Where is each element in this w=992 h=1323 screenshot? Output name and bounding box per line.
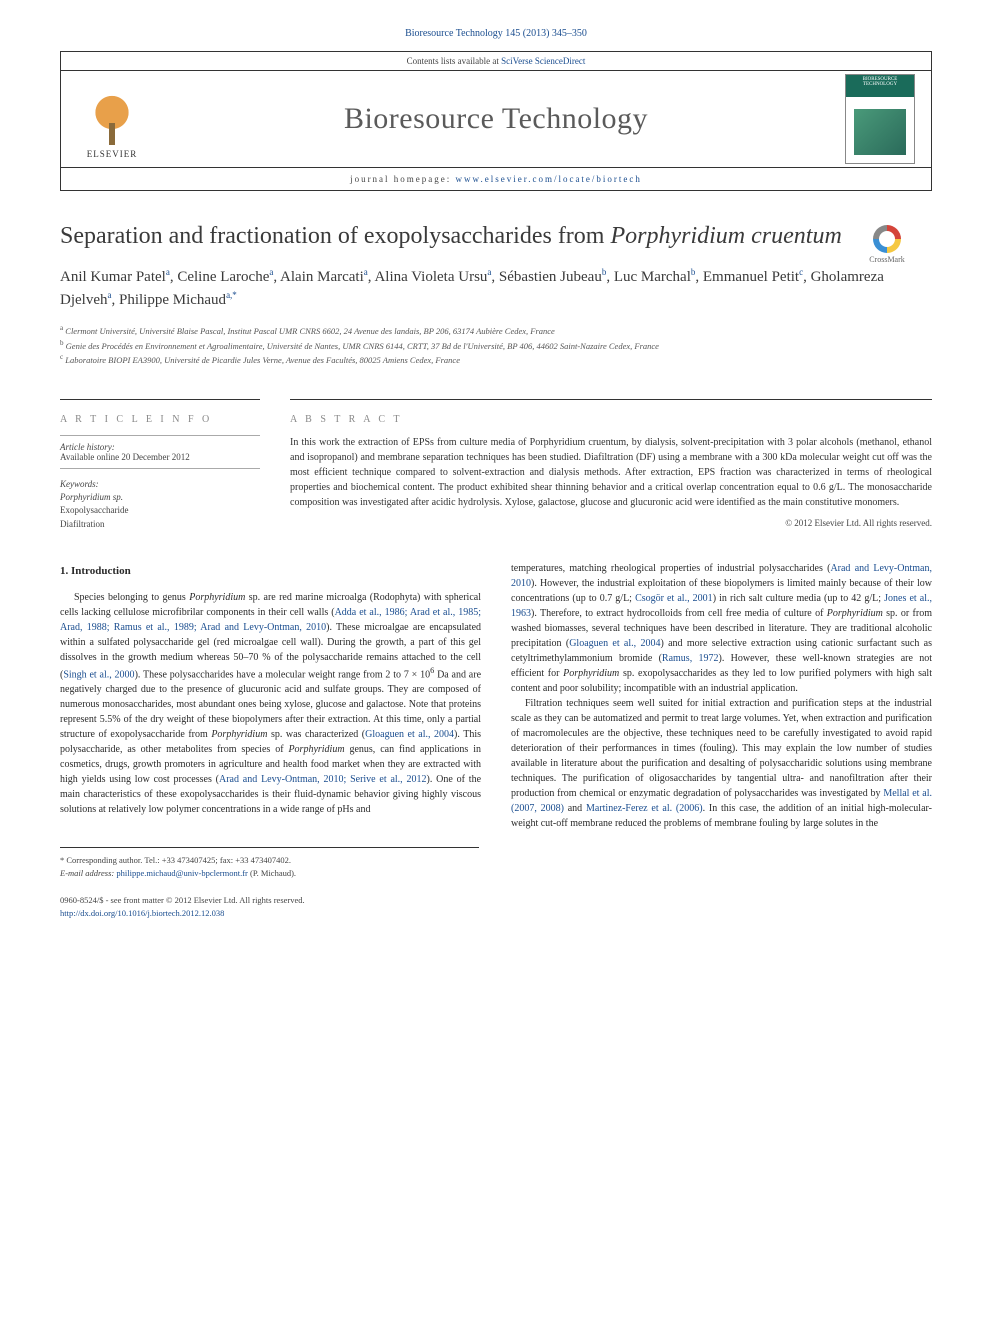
journal-cover-thumbnail[interactable]: BIORESOURCE TECHNOLOGY — [845, 74, 915, 164]
homepage-link[interactable]: www.elsevier.com/locate/biortech — [456, 174, 642, 184]
elsevier-logo[interactable]: ELSEVIER — [77, 79, 147, 159]
abstract-column: A B S T R A C T In this work the extract… — [290, 399, 932, 532]
corr-email-who: (P. Michaud). — [250, 868, 296, 878]
journal-header: Contents lists available at SciVerse Sci… — [60, 51, 932, 191]
email-label: E-mail address: — [60, 868, 114, 878]
body-paragraph: Species belonging to genus Porphyridium … — [60, 590, 481, 817]
affiliation-item: a Clermont Université, Université Blaise… — [60, 323, 932, 338]
journal-citation[interactable]: Bioresource Technology 145 (2013) 345–35… — [60, 28, 932, 39]
authors-list: Anil Kumar Patela, Celine Larochea, Alai… — [60, 266, 932, 311]
title-prefix: Separation and fractionation of exopolys… — [60, 223, 610, 249]
affiliation-item: c Laboratoire BIOPI EA3900, Université d… — [60, 352, 932, 367]
history-label: Article history: — [60, 442, 260, 452]
article-history: Article history: Available online 20 Dec… — [60, 435, 260, 469]
abstract-copyright: © 2012 Elsevier Ltd. All rights reserved… — [290, 518, 932, 528]
homepage-bar: journal homepage: www.elsevier.com/locat… — [61, 167, 931, 190]
journal-cover-image — [854, 109, 906, 155]
affiliation-item: b Genie des Procédés en Environnement et… — [60, 338, 932, 353]
keywords-label: Keywords: — [60, 479, 260, 489]
affiliations-list: a Clermont Université, Université Blaise… — [60, 323, 932, 367]
sciencedirect-link[interactable]: SciVerse ScienceDirect — [501, 56, 585, 66]
doi-link[interactable]: http://dx.doi.org/10.1016/j.biortech.201… — [60, 908, 224, 918]
abstract-text: In this work the extraction of EPSs from… — [290, 435, 932, 510]
article-title: Separation and fractionation of exopolys… — [60, 221, 932, 252]
crossmark-label: CrossMark — [842, 255, 932, 264]
abstract-label: A B S T R A C T — [290, 414, 932, 425]
journal-cover-label: BIORESOURCE TECHNOLOGY — [846, 77, 914, 87]
history-value: Available online 20 December 2012 — [60, 452, 260, 462]
elsevier-tree-icon — [87, 95, 137, 145]
corr-line: * Corresponding author. Tel.: +33 473407… — [60, 854, 479, 867]
article-body: 1. Introduction Species belonging to gen… — [60, 561, 932, 831]
body-paragraph: Filtration techniques seem well suited f… — [511, 696, 932, 831]
keyword-item: Exopolysaccharide — [60, 504, 260, 518]
journal-title: Bioresource Technology — [147, 102, 845, 136]
crossmark-badge[interactable]: CrossMark — [842, 225, 932, 264]
section-heading-intro: 1. Introduction — [60, 563, 481, 580]
body-paragraph: temperatures, matching rheological prope… — [511, 561, 932, 696]
corr-email-link[interactable]: philippe.michaud@univ-bpclermont.fr — [116, 868, 248, 878]
article-info-column: A R T I C L E I N F O Article history: A… — [60, 399, 260, 532]
page-footer: 0960-8524/$ - see front matter © 2012 El… — [60, 894, 932, 920]
issn-line: 0960-8524/$ - see front matter © 2012 El… — [60, 894, 932, 907]
homepage-prefix: journal homepage: — [350, 174, 455, 184]
elsevier-logo-text: ELSEVIER — [87, 149, 138, 159]
keyword-item: Porphyridium sp. — [60, 491, 260, 505]
corresponding-author-footnote: * Corresponding author. Tel.: +33 473407… — [60, 847, 479, 880]
contents-bar: Contents lists available at SciVerse Sci… — [61, 52, 931, 71]
crossmark-icon — [873, 225, 901, 253]
title-species: Porphyridium cruentum — [610, 223, 841, 249]
contents-prefix: Contents lists available at — [407, 56, 501, 66]
keyword-item: Diafiltration — [60, 518, 260, 532]
article-info-label: A R T I C L E I N F O — [60, 414, 260, 425]
keywords-block: Keywords: Porphyridium sp.Exopolysacchar… — [60, 479, 260, 532]
